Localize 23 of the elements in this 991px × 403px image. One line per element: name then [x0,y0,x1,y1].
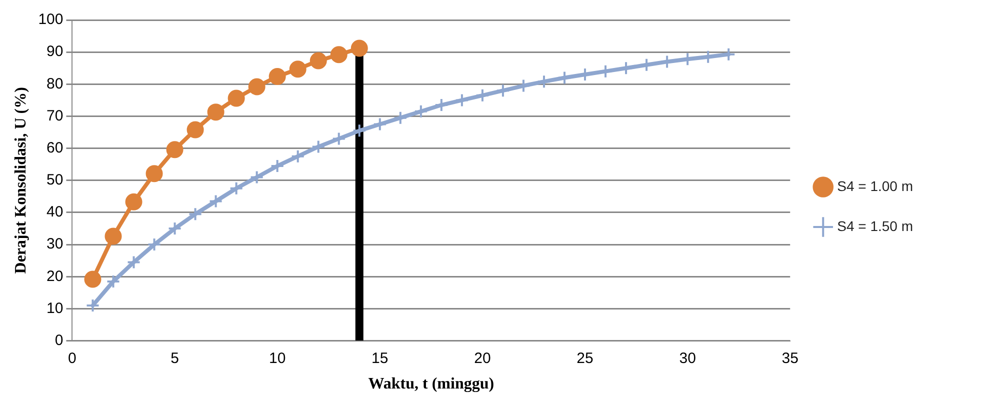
y-tick-label: 60 [46,139,64,156]
x-tick-label: 25 [576,350,594,367]
x-axis-title: Waktu, t (minggu) [368,376,494,393]
y-tick-label: 80 [46,75,64,92]
legend-label: S4 = 1.50 m [837,218,914,234]
y-tick-label: 70 [46,107,64,124]
x-tick-label: 5 [170,350,179,367]
legend-label: S4 = 1.00 m [837,178,914,194]
x-tick-label: 30 [679,350,696,367]
x-tick-label: 20 [474,350,491,367]
y-tick-label: 100 [38,11,64,28]
y-tick-label: 40 [46,204,64,221]
x-tick-label: 15 [372,350,388,367]
y-tick-label: 30 [46,236,64,253]
x-tick-label: 0 [68,350,76,367]
x-tick-label: 10 [268,350,286,367]
y-axis-title: Derajat Konsolidasi, U (%) [12,87,30,274]
y-tick-label: 20 [46,268,64,285]
y-tick-label: 90 [46,43,64,60]
x-tick-label: 35 [782,350,798,367]
y-tick-label: 0 [54,332,64,349]
y-tick-label: 50 [46,172,64,189]
y-tick-label: 10 [46,300,64,317]
